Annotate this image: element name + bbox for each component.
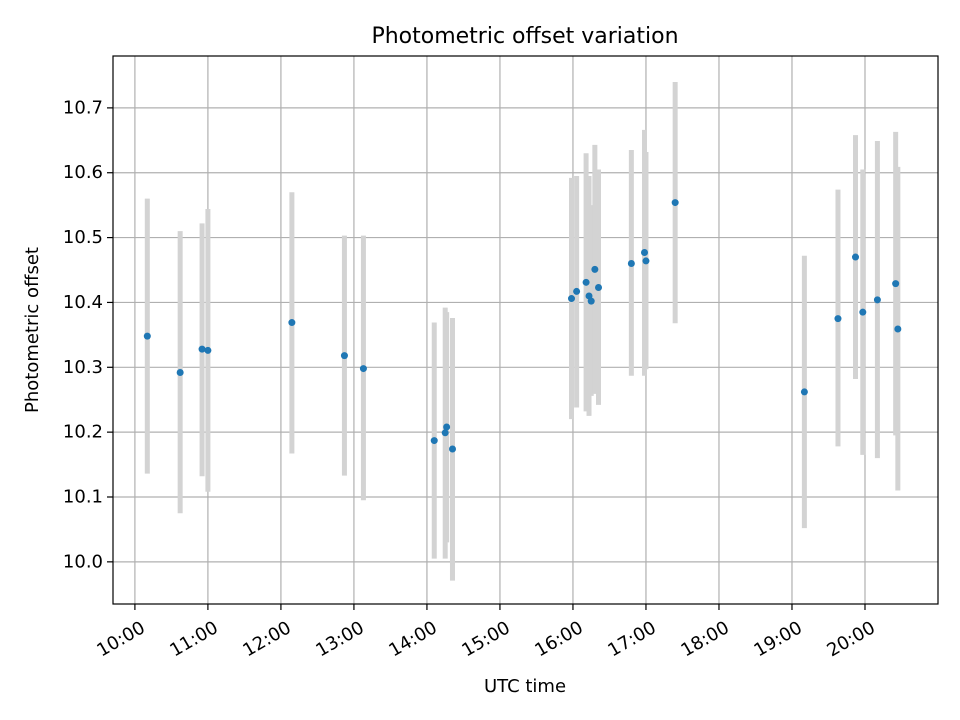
y-axis-label: Photometric offset: [22, 247, 43, 413]
data-point: [892, 280, 900, 288]
x-tick-label: 11:00: [166, 617, 221, 661]
data-point: [288, 319, 296, 327]
data-point: [671, 199, 679, 207]
y-tick-label: 10.2: [63, 422, 103, 443]
data-point: [443, 423, 451, 431]
x-tick-label: 17:00: [604, 617, 659, 661]
y-tick-label: 10.6: [63, 162, 103, 183]
plot-area-frame: [112, 55, 939, 605]
grid: [113, 56, 938, 604]
data-point: [595, 284, 603, 292]
x-tick-label: 20:00: [823, 617, 878, 661]
y-tick-label: 10.7: [63, 97, 103, 118]
data-point: [852, 253, 859, 261]
y-axis-ticks: 10.0 10.1 10.2 10.3 10.4 10.5 10.6 10.7: [63, 97, 113, 572]
data-point: [641, 249, 649, 257]
data-point: [430, 437, 438, 445]
y-tick-label: 10.3: [63, 357, 103, 378]
data-point: [567, 295, 575, 303]
x-tick-label: 15:00: [458, 617, 513, 661]
data-point: [143, 332, 151, 340]
x-tick-label: 14:00: [385, 617, 440, 661]
x-axis-label: UTC time: [484, 676, 566, 697]
data-point: [873, 296, 881, 304]
y-tick-label: 10.1: [63, 486, 103, 507]
data-point: [642, 257, 650, 265]
data-point: [573, 287, 581, 295]
y-tick-label: 10.4: [63, 292, 103, 313]
data-point: [340, 352, 348, 360]
data-point: [591, 265, 599, 273]
x-tick-label: 19:00: [750, 617, 805, 661]
data-point: [834, 315, 842, 323]
data-point: [176, 368, 184, 376]
data-point: [627, 260, 635, 268]
data-point: [204, 346, 212, 354]
data-point: [894, 325, 902, 333]
x-tick-label: 12:00: [239, 617, 294, 661]
data-point: [198, 345, 206, 353]
chart-title: Photometric offset variation: [371, 24, 678, 49]
data-point: [441, 429, 449, 437]
data-point: [587, 297, 595, 305]
data-point: [859, 308, 867, 316]
error-bars: [144, 81, 901, 581]
x-tick-label: 10:00: [93, 617, 148, 661]
x-tick-label: 13:00: [312, 617, 367, 661]
x-axis-ticks: 10:00 11:00 12:00 13:00 14:00 15:00 16:00 17:00…: [93, 604, 879, 661]
y-tick-label: 10.5: [63, 227, 103, 248]
data-point: [448, 445, 456, 453]
data-points: [143, 199, 902, 453]
data-point: [359, 365, 367, 373]
y-tick-label: 10.0: [63, 551, 103, 572]
x-tick-label: 18:00: [677, 617, 732, 661]
x-tick-label: 16:00: [531, 617, 586, 661]
data-point: [800, 388, 808, 396]
data-point: [582, 278, 590, 286]
